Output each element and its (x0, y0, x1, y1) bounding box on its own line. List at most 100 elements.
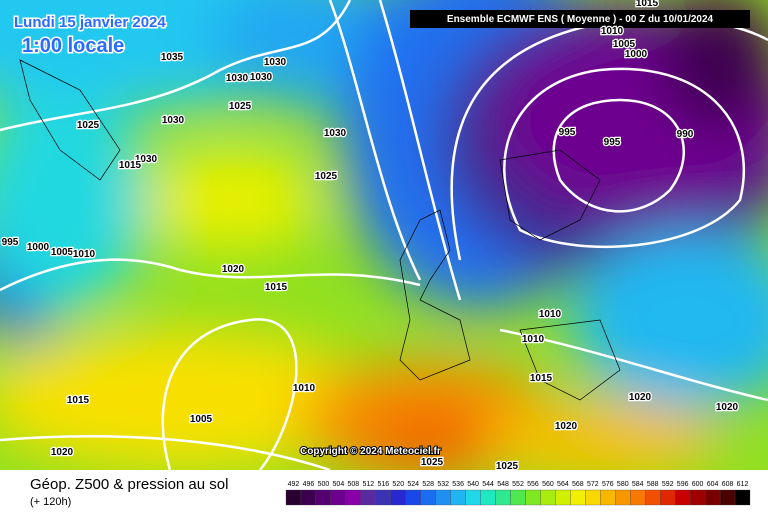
colorbar-label: 592 (662, 481, 674, 488)
colorbar-swatch (465, 489, 481, 506)
isobar-label: 1015 (636, 0, 659, 9)
colorbar-swatch (480, 489, 496, 506)
isobar-label: 1030 (226, 73, 249, 84)
colorbar-label: 528 (422, 481, 434, 488)
model-title: Ensemble ECMWF ENS ( Moyenne ) - 00 Z du… (447, 14, 714, 25)
isobar-label: 995 (559, 127, 576, 138)
isobar-label: 1015 (67, 395, 90, 406)
isobar-label: 1025 (421, 457, 444, 468)
isobar-label: 1010 (73, 249, 96, 260)
colorbar-swatch (300, 489, 317, 506)
colorbar-swatch (315, 489, 332, 506)
isobar-label: 1000 (27, 242, 50, 253)
isobar-label: 1005 (190, 414, 213, 425)
isobar-label: 1020 (716, 402, 739, 413)
isobar-label: 1010 (293, 383, 316, 394)
background-field (0, 0, 768, 480)
colorbar-label: 572 (587, 481, 599, 488)
colorbar-label: 584 (632, 481, 644, 488)
isobar-label: 1015 (119, 160, 142, 171)
colorbar-swatch (615, 489, 631, 506)
isobar-label: 1025 (77, 120, 100, 131)
isobar-label: 1030 (324, 128, 347, 139)
isobar-label: 1000 (625, 49, 648, 60)
colorbar-label: 512 (362, 481, 374, 488)
colorbar-swatch (360, 489, 376, 506)
coastlines (19, 59, 621, 401)
colorbar-label: 500 (318, 481, 330, 488)
isobar-label: 1005 (613, 39, 636, 50)
colorbar-swatch (689, 489, 706, 506)
isobar-label: 1010 (539, 309, 562, 320)
colorbar-label: 552 (512, 481, 524, 488)
colorbar-label: 576 (602, 481, 614, 488)
date: Lundi 15 janvier 2024 (14, 14, 166, 31)
colorbar-label: 608 (722, 481, 734, 488)
isobar-label: 1010 (522, 334, 545, 345)
isobar-label: 1030 (135, 154, 158, 165)
colorbar-swatch (719, 489, 736, 506)
colorbar-swatch (645, 489, 661, 506)
colorbar-label: 580 (617, 481, 629, 488)
colorbar-swatch (704, 489, 721, 506)
colorbar-swatch (330, 489, 347, 506)
colorbar-swatch (585, 489, 601, 506)
isobar-label: 1015 (265, 282, 288, 293)
colorbar-swatch (450, 489, 466, 506)
colorbar-label: 540 (467, 481, 479, 488)
model-box (410, 10, 750, 28)
isobar-label: 1020 (629, 392, 652, 403)
isobar-label: 1030 (250, 72, 273, 83)
colorbar-swatch (420, 489, 436, 506)
colorbar-swatch (630, 489, 646, 506)
colorbar-label: 536 (452, 481, 464, 488)
isobar-label: 1020 (555, 421, 578, 432)
isobar-label: 995 (604, 137, 621, 148)
colorbar-label: 504 (333, 481, 345, 488)
colorbar-swatch (600, 489, 616, 506)
colorbar: 492 496 500 504 508 512 516 520 524 528 532 536 540 5… (285, 481, 751, 506)
colorbar-label: 588 (647, 481, 659, 488)
colorbar-swatch (734, 489, 751, 506)
isobar-label: 990 (677, 129, 694, 140)
colorbar-label: 520 (392, 481, 404, 488)
colorbar-swatch (405, 489, 421, 506)
isobar-label: 1030 (264, 57, 287, 68)
isobar-label: 1015 (530, 373, 553, 384)
colorbar-swatch (435, 489, 451, 506)
colorbar-swatch (675, 489, 691, 506)
isobar-label: 1005 (51, 247, 74, 258)
colorbar-swatch (540, 489, 556, 506)
isobar-label: 1020 (222, 264, 245, 275)
colorbar-label: 604 (707, 481, 719, 488)
colorbar-label: 524 (407, 481, 419, 488)
isobar-label: 1025 (496, 461, 519, 472)
colorbar-swatch (390, 489, 406, 506)
colorbar-swatch (495, 489, 511, 506)
colorbar-label: 564 (557, 481, 569, 488)
isobar-label: 1025 (229, 101, 252, 112)
colorbar-label: 560 (542, 481, 554, 488)
colorbar-swatch (375, 489, 391, 506)
colorbar-swatch (570, 489, 586, 506)
isobar-label: 1020 (51, 447, 74, 458)
colorbar-swatch (345, 489, 361, 506)
footer-subtitle: (+ 120h) (30, 496, 71, 508)
isobars (0, 0, 768, 402)
footer-title: Géop. Z500 & pression au sol (30, 476, 228, 493)
colorbar-label: 600 (692, 481, 704, 488)
colorbar-label: 516 (377, 481, 389, 488)
isobar-label: 995 (2, 237, 19, 248)
isobar-label: 1035 (161, 52, 184, 63)
isobar-label: 1030 (162, 115, 185, 126)
colorbar-label: 612 (737, 481, 749, 488)
colorbar-swatch (555, 489, 571, 506)
colorbar-label: 596 (677, 481, 689, 488)
colorbar-swatch (285, 489, 302, 506)
time: 1:00 locale (22, 35, 124, 57)
colorbar-label: 492 (288, 481, 300, 488)
colorbar-swatch (525, 489, 541, 506)
